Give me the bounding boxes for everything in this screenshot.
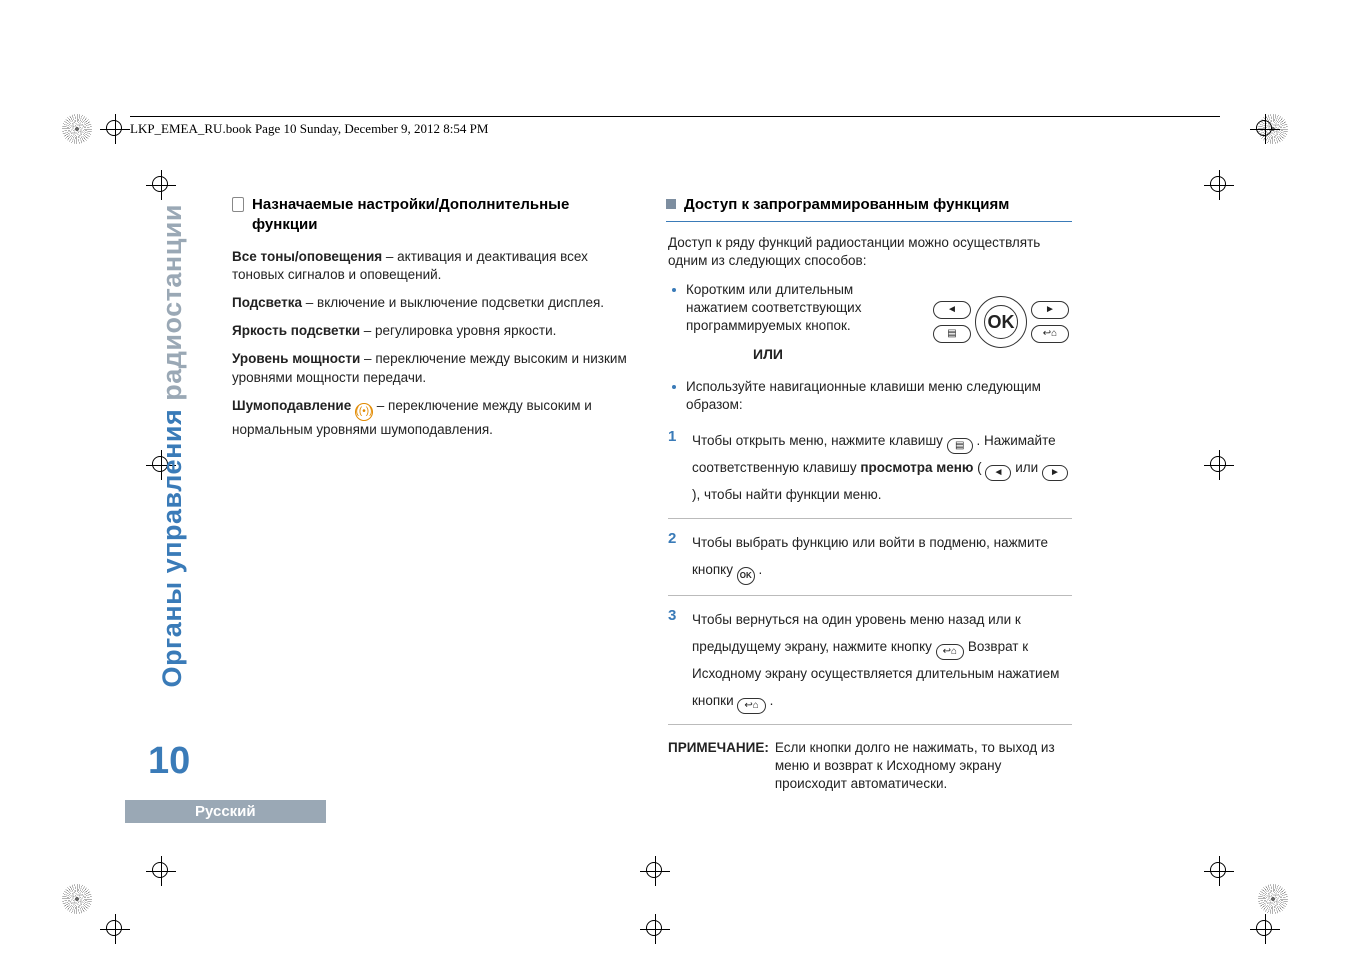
step-body: Чтобы вернуться на один уровень меню наз… <box>692 606 1072 714</box>
key-ok-ring: OK <box>975 296 1027 348</box>
heading-assignable: Назначаемые настройки/Дополнительные фун… <box>232 195 636 236</box>
heading-text: Доступ к запрограммированным функциям <box>684 195 1009 215</box>
square-icon <box>666 199 676 209</box>
bullet-item: Коротким или длительным нажатием соответ… <box>672 281 882 336</box>
or-label: ИЛИ <box>668 345 868 364</box>
bullet-icon <box>672 385 676 389</box>
page-number: 10 <box>148 740 190 783</box>
reg-mark <box>1258 884 1288 914</box>
back-button-icon: ↩⌂ <box>737 698 765 714</box>
step-body: Чтобы выбрать функцию или войти в подмен… <box>692 529 1072 585</box>
bullet-text: Коротким или длительным нажатием соответ… <box>686 281 882 336</box>
menu-button-icon: ▤ <box>947 438 973 454</box>
step-item: 1 Чтобы открыть меню, нажмите клавишу ▤ … <box>668 423 1072 519</box>
bullet-icon <box>672 288 676 292</box>
intro-text: Доступ к ряду функций радиостанции можно… <box>668 234 1072 270</box>
setting-item: Шумоподавление ((•)) – переключение межд… <box>232 397 636 439</box>
setting-item: Подсветка – включение и выключение подсв… <box>232 294 636 312</box>
setting-item: Все тоны/оповещения – активация и деакти… <box>232 248 636 284</box>
reg-mark <box>1258 114 1288 144</box>
note-body: Если кнопки долго не нажимать, то выход … <box>775 739 1072 794</box>
page-header: LKP_EMEA_RU.book Page 10 Sunday, Decembe… <box>130 116 1220 137</box>
doc-icon <box>232 197 244 212</box>
page: LKP_EMEA_RU.book Page 10 Sunday, Decembe… <box>0 0 1350 954</box>
column-right: Доступ к запрограммированным функциям До… <box>668 195 1072 844</box>
step-number: 2 <box>668 529 680 549</box>
content: Назначаемые настройки/Дополнительные фун… <box>232 195 1074 844</box>
heading-access: Доступ к запрограммированным функциям <box>666 195 1072 222</box>
numbered-list: 1 Чтобы открыть меню, нажмите клавишу ▤ … <box>668 423 1072 725</box>
antenna-icon: ((•)) <box>355 403 373 421</box>
ok-button-icon: OK <box>737 567 755 585</box>
reg-mark <box>62 884 92 914</box>
heading-text: Назначаемые настройки/Дополнительные фун… <box>252 195 636 236</box>
note: ПРИМЕЧАНИЕ: Если кнопки долго не нажимат… <box>668 739 1072 794</box>
step-body: Чтобы открыть меню, нажмите клавишу ▤ . … <box>692 427 1072 508</box>
key-back-icon: ↩⌂ <box>1031 325 1069 343</box>
bullet-item: Используйте навигационные клавиши меню с… <box>672 378 1072 414</box>
side-title-main: Органы управления <box>157 408 187 687</box>
setting-item: Яркость подсветки – регулировка уровня я… <box>232 322 636 340</box>
side-title: Органы управления радиостанции <box>152 282 192 687</box>
key-right-icon: ► <box>1031 301 1069 319</box>
step-number: 3 <box>668 606 680 626</box>
step-number: 1 <box>668 427 680 447</box>
key-menu-icon: ▤ <box>933 325 971 343</box>
setting-item: Уровень мощности – переключение между вы… <box>232 350 636 386</box>
reg-mark <box>62 114 92 144</box>
key-ok-icon: OK <box>984 305 1018 339</box>
note-label: ПРИМЕЧАНИЕ: <box>668 739 769 794</box>
right-button-icon: ► <box>1042 465 1068 481</box>
left-button-icon: ◄ <box>985 465 1011 481</box>
back-button-icon: ↩⌂ <box>936 644 964 660</box>
key-left-icon: ◄ <box>933 301 971 319</box>
bullet-text: Используйте навигационные клавиши меню с… <box>686 378 1072 414</box>
step-item: 3 Чтобы вернуться на один уровень меню н… <box>668 596 1072 725</box>
side-title-sub: радиостанции <box>157 204 187 401</box>
step-item: 2 Чтобы выбрать функцию или войти в подм… <box>668 519 1072 596</box>
keypad-diagram: ◄ ▤ OK ► ↩⌂ <box>930 293 1072 351</box>
column-left: Назначаемые настройки/Дополнительные фун… <box>232 195 636 844</box>
